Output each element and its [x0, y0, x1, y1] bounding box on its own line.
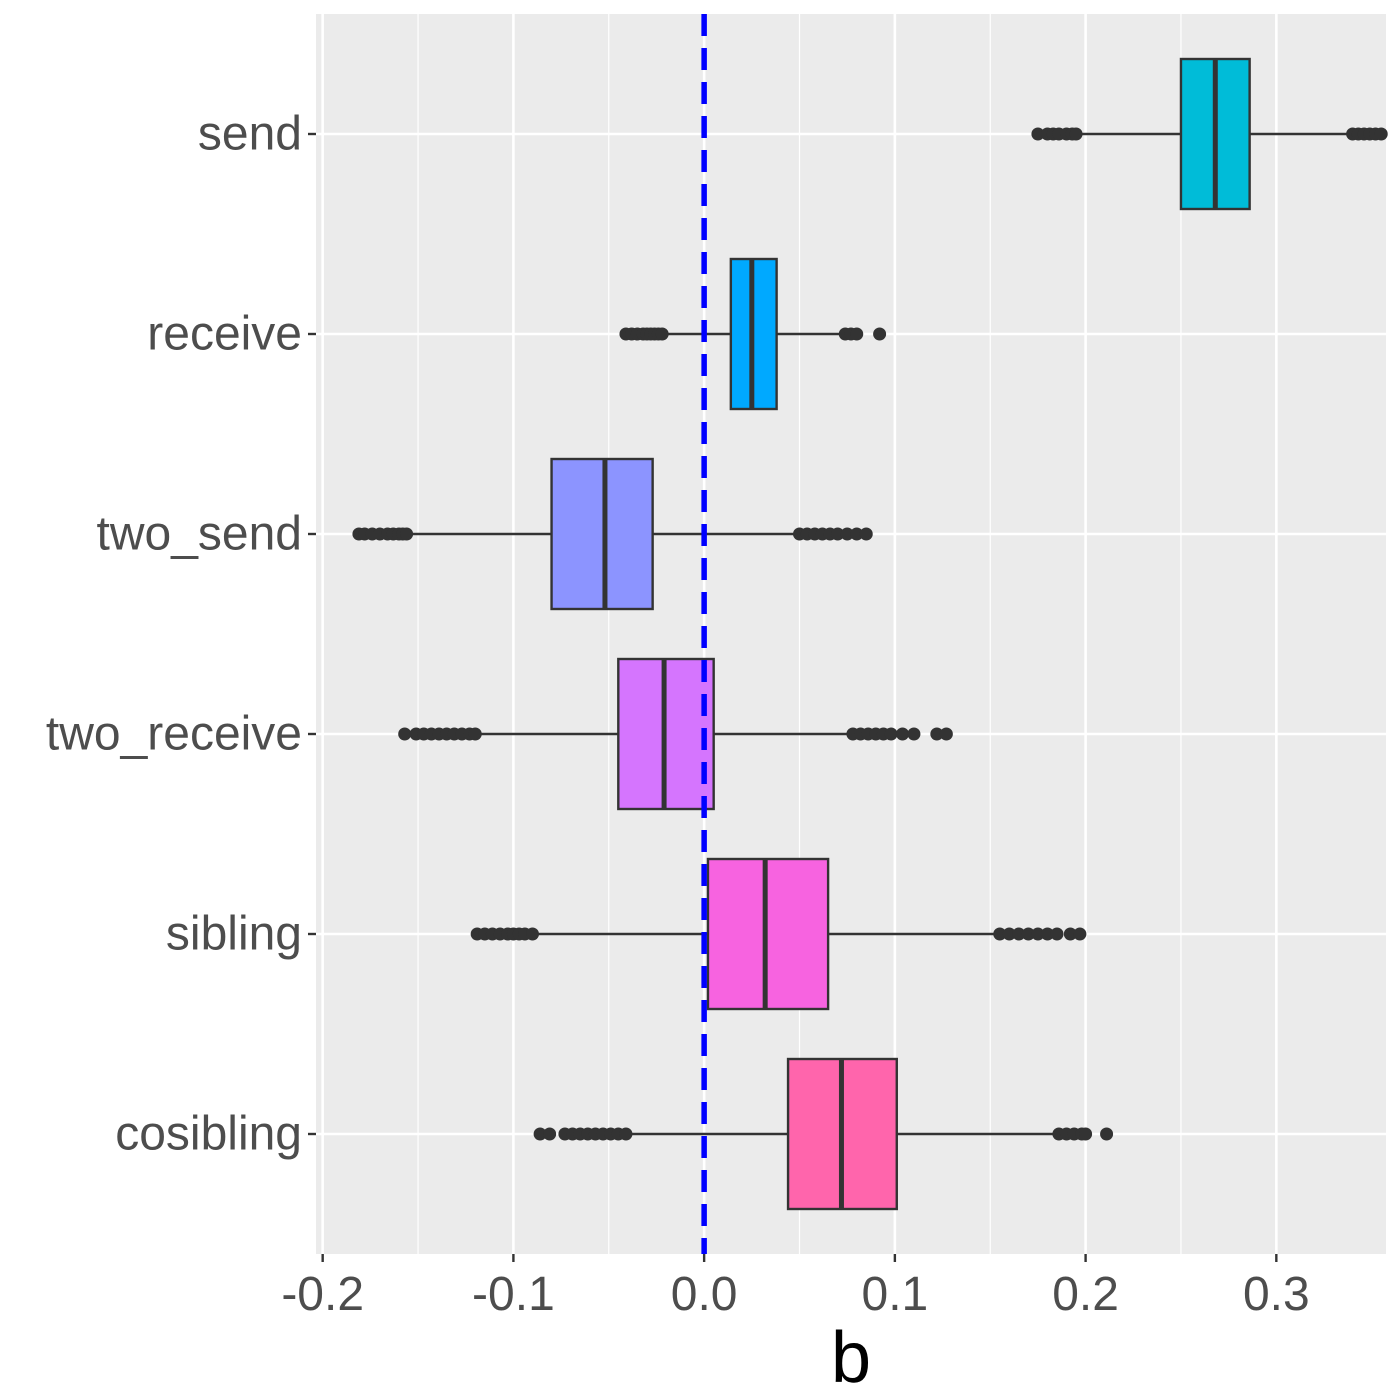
y-tick-label-cosibling: cosibling — [115, 1108, 302, 1161]
outlier-point — [1031, 127, 1045, 141]
box-series-cosibling — [533, 1057, 1114, 1211]
outlier-point — [840, 527, 854, 541]
x-tick-label: -0.2 — [281, 1268, 364, 1321]
outlier-point — [831, 527, 845, 541]
outlier-point — [1021, 927, 1035, 941]
outlier-point — [850, 527, 864, 541]
box-series-two_receive — [398, 657, 953, 811]
outlier-point — [1374, 127, 1388, 141]
outlier-point — [1050, 927, 1064, 941]
x-tick-label: 0.0 — [671, 1268, 738, 1321]
outlier-point — [543, 1127, 557, 1141]
outlier-point — [468, 727, 482, 741]
outlier-point — [1040, 927, 1054, 941]
outlier-point — [873, 327, 887, 341]
box-series-receive — [619, 257, 887, 411]
x-tick-label: 0.3 — [1243, 1268, 1310, 1321]
outlier-point — [993, 927, 1007, 941]
outlier-point — [619, 1127, 633, 1141]
x-tick-label: 0.2 — [1052, 1268, 1119, 1321]
y-tick-label-receive: receive — [147, 308, 302, 361]
outlier-point — [1079, 1127, 1093, 1141]
x-axis: -0.2 -0.1 0.0 0.1 0.2 0.3 — [281, 1254, 1310, 1321]
x-axis-title: b — [831, 1318, 871, 1398]
outlier-point — [1002, 927, 1016, 941]
outlier-point — [895, 727, 909, 741]
outlier-point — [1012, 927, 1026, 941]
minor-gridlines — [417, 14, 1182, 1254]
outlier-point — [939, 727, 953, 741]
outlier-point — [525, 927, 539, 941]
outlier-point — [655, 327, 669, 341]
y-tick-label-send: send — [198, 108, 302, 161]
box-series-sibling — [470, 857, 1087, 1011]
box-series-send — [1031, 57, 1388, 211]
outlier-point — [398, 727, 412, 741]
outlier-point — [907, 727, 921, 741]
y-tick-label-two_send: two_send — [97, 508, 302, 561]
outlier-point — [1069, 127, 1083, 141]
outlier-point — [400, 527, 414, 541]
panel-background — [316, 14, 1386, 1254]
x-tick-label: 0.1 — [862, 1268, 929, 1321]
x-tick-label: -0.1 — [472, 1268, 555, 1321]
box-series-two_send — [352, 457, 873, 611]
box-iqr — [550, 457, 654, 611]
y-tick-label-two_receive: two_receive — [46, 708, 302, 761]
box-series-group — [352, 57, 1388, 1211]
outlier-point — [859, 527, 873, 541]
outlier-point — [1073, 927, 1087, 941]
outlier-point — [1063, 927, 1077, 941]
box-iqr — [706, 857, 830, 1011]
y-tick-label-sibling: sibling — [166, 908, 302, 961]
outlier-point — [1100, 1127, 1114, 1141]
outlier-point — [930, 727, 944, 741]
outlier-point — [533, 1127, 547, 1141]
outlier-point — [850, 327, 864, 341]
outlier-point — [884, 727, 898, 741]
outlier-point — [1031, 927, 1045, 941]
